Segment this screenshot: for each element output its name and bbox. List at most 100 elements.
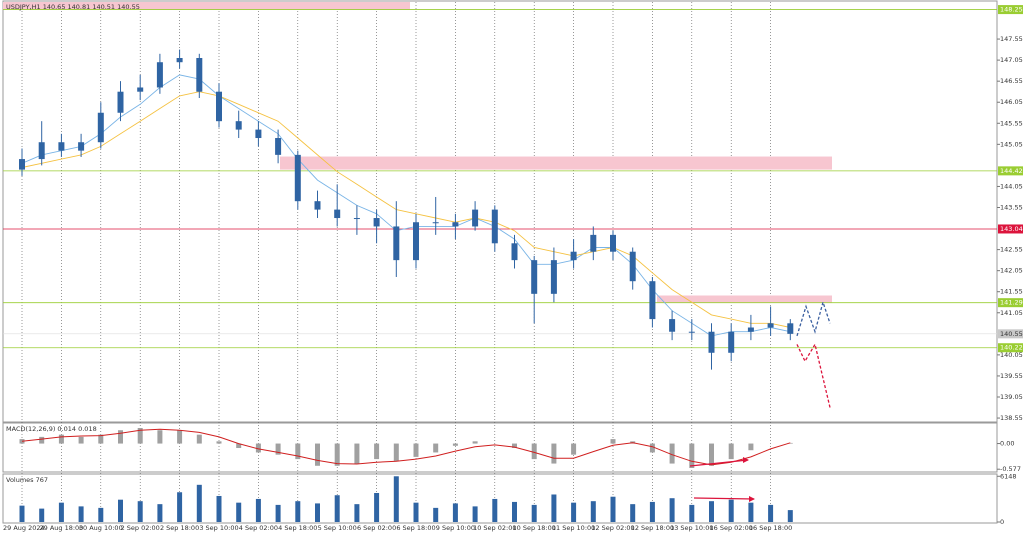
volume-arrow [693, 497, 755, 500]
x-tick-label: 2 Sep 02:00 [121, 524, 160, 532]
volume-bar [334, 495, 340, 522]
macd-bar [78, 436, 84, 444]
candle-body [294, 154, 301, 202]
candle-body [688, 331, 695, 333]
volume-bar [177, 492, 183, 522]
macd-bar [748, 443, 754, 451]
candle-body [78, 142, 85, 151]
y-tick-label: 142.55 [1000, 246, 1023, 254]
x-tick-label: 16 Sep 02:00 [710, 524, 753, 532]
macd-bar [669, 443, 675, 464]
y-tick-label: 139.55 [1000, 372, 1023, 380]
candle-body [117, 91, 124, 113]
volume-bar [118, 499, 123, 522]
projection [796, 299, 831, 337]
zone [657, 295, 832, 303]
macd-bar [98, 434, 104, 444]
x-tick-label: 29 Aug 2024 [3, 524, 45, 532]
x-tick-label: 6 Sep 02:00 [357, 524, 396, 532]
y-tick-label: 146.55 [1000, 77, 1023, 85]
macd-bar [334, 443, 340, 466]
volume-bar [236, 502, 242, 522]
candle-body [708, 331, 715, 353]
macd-panel [2, 422, 998, 473]
price-panel [2, 0, 998, 423]
candle-body [669, 319, 676, 332]
x-tick-label: 16 Sep 18:00 [749, 524, 792, 532]
volume-bar [551, 494, 557, 522]
macd-bar [157, 430, 163, 444]
volume-bar [98, 507, 104, 522]
volume-bar [196, 484, 202, 522]
y-tick-label: 145.55 [1000, 119, 1023, 127]
candle-body [58, 142, 65, 151]
chart-title: USDJPY,H1 140.65 140.81 140.51 140.55 [6, 3, 140, 11]
macd-bar [728, 443, 734, 460]
volume-bar [393, 476, 399, 522]
level-label: 148.25 [1000, 6, 1023, 14]
arrow-head [749, 496, 755, 502]
volume-bar [157, 504, 163, 522]
volume-bar [78, 506, 84, 522]
macd-bar [709, 443, 714, 466]
candle-body [97, 112, 104, 143]
candle-body [747, 327, 754, 332]
x-tick-label: 10 Sep 18:00 [513, 524, 556, 532]
candle-body [373, 218, 380, 227]
x-tick-label: 4 Sep 02:00 [239, 524, 278, 532]
level-label: 144.42 [1000, 167, 1023, 175]
macd-bar [452, 443, 458, 446]
volume-bar [472, 506, 478, 522]
volume-bar [275, 504, 281, 522]
candle-body [590, 234, 597, 252]
x-tick-label: 13 Sep 10:00 [670, 524, 713, 532]
candle-body [353, 218, 360, 220]
volume-bar [728, 499, 734, 522]
macd-bar [216, 441, 222, 444]
macd-bar [196, 434, 202, 444]
candle-body [491, 209, 498, 244]
volume-bar [58, 502, 64, 522]
current-price-label: 140.55 [1000, 330, 1023, 338]
level-label-bg [998, 166, 1023, 176]
moving-average [21, 74, 791, 337]
macd-bar [413, 443, 419, 457]
candle-body [314, 201, 321, 210]
candle-body [413, 222, 419, 261]
volume-bar [512, 501, 517, 522]
macd-bar [255, 443, 261, 453]
candle-body [156, 62, 163, 88]
macd-bar [689, 443, 695, 468]
y-tick-label: 145.05 [1000, 140, 1023, 148]
volume-bar [39, 508, 45, 522]
macd-bar [315, 443, 320, 466]
macd-bar [472, 441, 478, 444]
candle-body [38, 142, 45, 160]
macd-bar [354, 443, 360, 464]
candle-body [629, 251, 636, 282]
y-tick-label: -0.577 [1000, 465, 1021, 473]
y-tick-label: 141.05 [1000, 309, 1023, 317]
x-tick-label: 2 Sep 18:00 [160, 524, 199, 532]
y-tick-label: 0.00 [1000, 440, 1014, 448]
macd-bar [39, 436, 45, 444]
zone [280, 156, 832, 170]
macd-title: MACD(12,26,9) 0.014 0.018 [6, 425, 97, 433]
level-label: 140.22 [1000, 344, 1023, 352]
candle-body [393, 226, 400, 261]
y-tick-label: 147.55 [1000, 35, 1023, 43]
candle-body [137, 87, 144, 92]
candle-body [511, 243, 518, 261]
x-tick-label: 29 Aug 18:00 [39, 524, 83, 532]
current-price-bg [998, 329, 1023, 339]
volume-bar [295, 501, 301, 522]
volume-bar [374, 492, 380, 522]
level-label-bg [998, 343, 1023, 353]
y-tick-label: 0 [1000, 518, 1004, 526]
macd-bar [551, 443, 557, 464]
macd-bar [649, 443, 655, 453]
macd-bar [137, 428, 143, 444]
projection [796, 342, 831, 408]
